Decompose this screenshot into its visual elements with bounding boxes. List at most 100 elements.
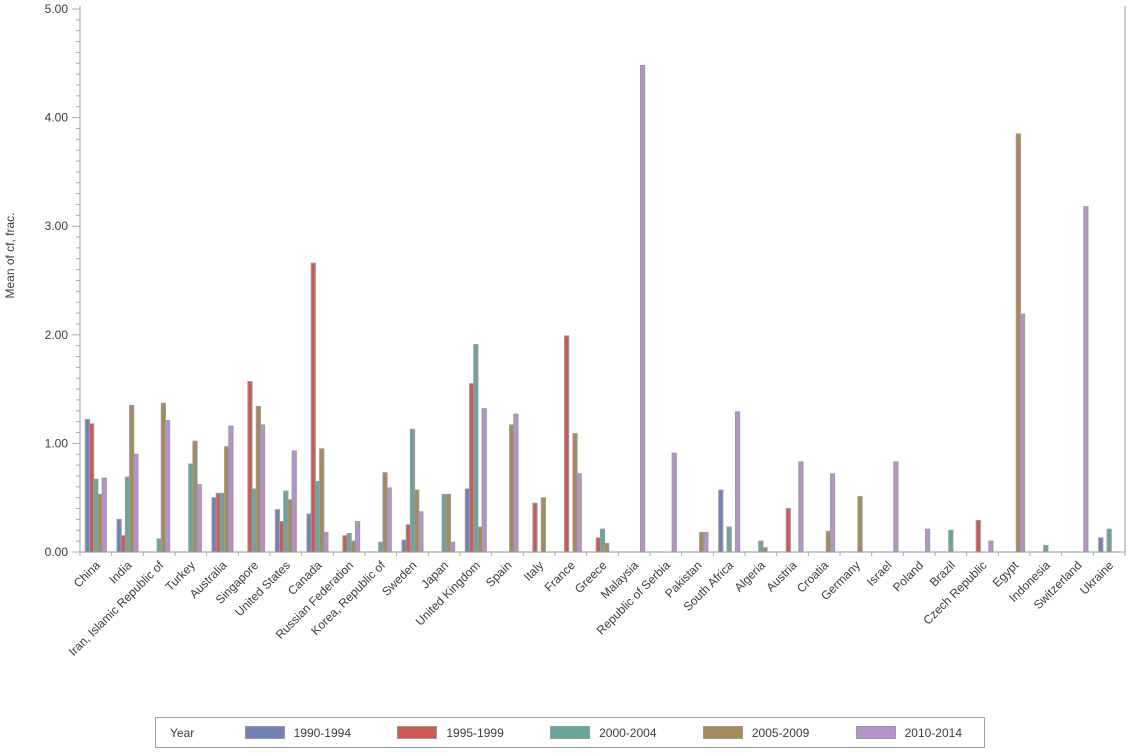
bar-1990-1994 bbox=[274, 509, 281, 553]
legend-label: 2010-2014 bbox=[904, 725, 962, 740]
bar-2000-2004 bbox=[314, 480, 321, 553]
bar-2005-2009 bbox=[604, 542, 610, 553]
bar-2000-2004 bbox=[758, 540, 764, 553]
legend-swatch bbox=[855, 726, 896, 739]
bar-2010-2014 bbox=[133, 453, 139, 553]
bar-2005-2009 bbox=[287, 499, 293, 553]
bar-2010-2014 bbox=[323, 531, 329, 553]
x-category-label: Sweden bbox=[379, 558, 420, 599]
x-category-label: Italy bbox=[521, 558, 546, 583]
bar-1990-1994 bbox=[401, 539, 407, 553]
bar-2005-2009 bbox=[477, 526, 483, 553]
bar-2000-2004 bbox=[346, 533, 352, 553]
legend-item-2005-2009: 2005-2009 bbox=[702, 725, 810, 740]
x-category-label: Poland bbox=[890, 558, 926, 594]
bar-2000-2004 bbox=[1043, 544, 1049, 553]
bar-2005-2009 bbox=[160, 402, 166, 553]
bar-1995-1999 bbox=[469, 383, 475, 553]
y-tick-label: 2.00 bbox=[45, 328, 69, 342]
bar-2010-2014 bbox=[196, 484, 202, 553]
bar-2010-2014 bbox=[1019, 313, 1026, 553]
legend-item-2010-2014: 2010-2014 bbox=[855, 725, 962, 740]
bar-1995-1999 bbox=[247, 381, 253, 553]
bar-2000-2004 bbox=[1106, 528, 1112, 553]
x-category-label: Spain bbox=[483, 558, 515, 590]
bar-2005-2009 bbox=[825, 530, 831, 553]
bar-2010-2014 bbox=[101, 477, 107, 553]
legend-swatch bbox=[702, 726, 743, 739]
legend-label: 2005-2009 bbox=[751, 725, 810, 740]
bar-2010-2014 bbox=[829, 473, 836, 553]
bar-2010-2014 bbox=[164, 420, 171, 553]
bar-1990-1994 bbox=[306, 513, 312, 553]
bar-2000-2004 bbox=[156, 538, 162, 553]
y-tick-label: 4.00 bbox=[45, 111, 69, 125]
bar-2005-2009 bbox=[414, 489, 420, 553]
bar-2010-2014 bbox=[639, 64, 646, 553]
bar-1995-1999 bbox=[405, 524, 411, 553]
y-tick-label: 3.00 bbox=[45, 219, 69, 233]
legend: Year 1990-1994 1995-1999 2000-2004 2005-200… bbox=[155, 717, 985, 748]
x-category-label: Ukraine bbox=[1077, 558, 1116, 597]
bar-2000-2004 bbox=[283, 490, 289, 553]
legend-item-1995-1999: 1995-1999 bbox=[397, 726, 504, 740]
bar-2005-2009 bbox=[255, 405, 261, 553]
y-tick-label: 0.00 bbox=[45, 545, 69, 559]
y-tick-label: 5.00 bbox=[45, 2, 69, 16]
bar-2005-2009 bbox=[224, 446, 230, 553]
bar-2010-2014 bbox=[576, 473, 582, 553]
bar-2000-2004 bbox=[124, 476, 131, 553]
bar-2005-2009 bbox=[540, 497, 546, 553]
legend-swatch bbox=[244, 726, 285, 739]
bar-1990-1994 bbox=[464, 488, 471, 553]
bar-1995-1999 bbox=[595, 537, 601, 553]
legend-label: 2000-2004 bbox=[599, 725, 657, 740]
bar-2010-2014 bbox=[798, 461, 804, 553]
legend-item-2000-2004: 2000-2004 bbox=[550, 725, 657, 740]
bar-2005-2009 bbox=[762, 547, 768, 553]
legend-swatch bbox=[550, 726, 591, 739]
bar-2005-2009 bbox=[857, 496, 863, 553]
bar-2010-2014 bbox=[354, 521, 361, 553]
bar-2010-2014 bbox=[449, 541, 456, 553]
bar-2010-2014 bbox=[924, 528, 931, 553]
bar-1990-1994 bbox=[211, 497, 217, 553]
bar-2005-2009 bbox=[509, 424, 515, 553]
x-category-label: India bbox=[106, 558, 135, 587]
bar-2005-2009 bbox=[572, 433, 578, 553]
bar-2010-2014 bbox=[893, 461, 899, 553]
legend-label: 1990-1994 bbox=[293, 725, 351, 740]
bar-2010-2014 bbox=[259, 424, 266, 553]
bar-2010-2014 bbox=[418, 511, 424, 553]
bar-2010-2014 bbox=[1083, 206, 1089, 553]
bar-2005-2009 bbox=[192, 440, 198, 553]
bar-2005-2009 bbox=[129, 404, 135, 553]
bar-2000-2004 bbox=[726, 526, 732, 553]
y-tick-label: 1.00 bbox=[45, 436, 69, 450]
bar-2000-2004 bbox=[409, 428, 416, 553]
bar-1995-1999 bbox=[279, 521, 285, 553]
bar-2000-2004 bbox=[441, 493, 447, 553]
bar-2010-2014 bbox=[734, 411, 741, 553]
bar-2000-2004 bbox=[599, 528, 606, 553]
bar-2000-2004 bbox=[93, 478, 99, 553]
bar-2000-2004 bbox=[948, 529, 954, 553]
legend-swatch bbox=[397, 726, 438, 739]
bar-1995-1999 bbox=[975, 520, 981, 553]
bar-1995-1999 bbox=[89, 423, 95, 553]
bar-2005-2009 bbox=[97, 493, 103, 553]
bar-2005-2009 bbox=[445, 493, 451, 553]
bar-2010-2014 bbox=[988, 540, 994, 553]
bar-2010-2014 bbox=[228, 425, 234, 553]
bar-2010-2014 bbox=[671, 452, 677, 553]
bar-2010-2014 bbox=[291, 450, 297, 553]
bar-1995-1999 bbox=[215, 492, 221, 553]
bar-2005-2009 bbox=[319, 448, 325, 553]
legend-item-1990-1994: 1990-1994 bbox=[244, 725, 351, 740]
bar-2000-2004 bbox=[219, 492, 226, 553]
bar-1990-1994 bbox=[84, 419, 91, 553]
bar-2000-2004 bbox=[378, 541, 384, 553]
bar-2010-2014 bbox=[386, 487, 392, 553]
bar-2000-2004 bbox=[251, 488, 257, 553]
